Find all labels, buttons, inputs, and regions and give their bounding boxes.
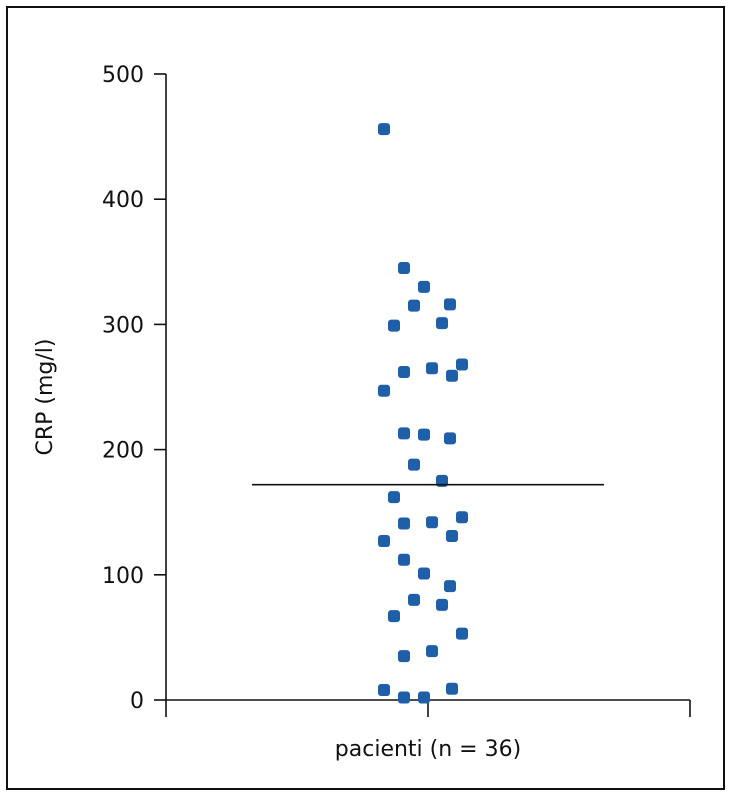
data-point xyxy=(436,598,448,611)
data-point xyxy=(456,358,468,371)
data-point xyxy=(444,580,456,593)
y-tick-label: 0 xyxy=(130,689,144,714)
y-tick-label: 200 xyxy=(102,439,144,464)
data-point xyxy=(444,432,456,445)
data-point xyxy=(436,317,448,330)
data-point xyxy=(398,262,410,275)
data-point xyxy=(446,529,458,542)
y-tick-label: 500 xyxy=(102,63,144,88)
y-axis-title: CRP (mg/l) xyxy=(33,339,58,456)
data-point xyxy=(388,319,400,332)
data-point xyxy=(378,683,390,696)
data-point xyxy=(418,691,430,704)
data-point xyxy=(398,691,410,704)
data-point xyxy=(398,427,410,440)
data-point xyxy=(418,428,430,441)
data-point xyxy=(398,650,410,663)
data-point xyxy=(426,362,438,375)
data-point xyxy=(456,511,468,524)
data-point xyxy=(398,365,410,378)
data-point xyxy=(398,517,410,530)
data-point xyxy=(444,298,456,311)
y-axis: 0 100 200 300 400 500 xyxy=(102,63,167,714)
data-point xyxy=(378,123,390,136)
data-point xyxy=(378,534,390,547)
chart-frame xyxy=(6,6,725,790)
data-point xyxy=(418,280,430,293)
data-point xyxy=(378,384,390,397)
data-point xyxy=(456,627,468,640)
y-tick-label: 100 xyxy=(102,564,144,589)
data-point xyxy=(388,610,400,623)
data-point xyxy=(426,645,438,658)
data-point xyxy=(446,369,458,382)
x-axis-title: pacienti (n = 36) xyxy=(335,737,521,762)
data-point xyxy=(408,299,420,312)
data-point xyxy=(446,682,458,695)
y-tick-label: 400 xyxy=(102,188,144,213)
data-point xyxy=(418,567,430,580)
data-points xyxy=(378,123,468,704)
data-point xyxy=(388,491,400,504)
data-point xyxy=(398,553,410,566)
data-point xyxy=(408,458,420,471)
y-tick-label: 300 xyxy=(102,313,144,338)
data-point xyxy=(426,516,438,529)
data-point xyxy=(408,593,420,606)
